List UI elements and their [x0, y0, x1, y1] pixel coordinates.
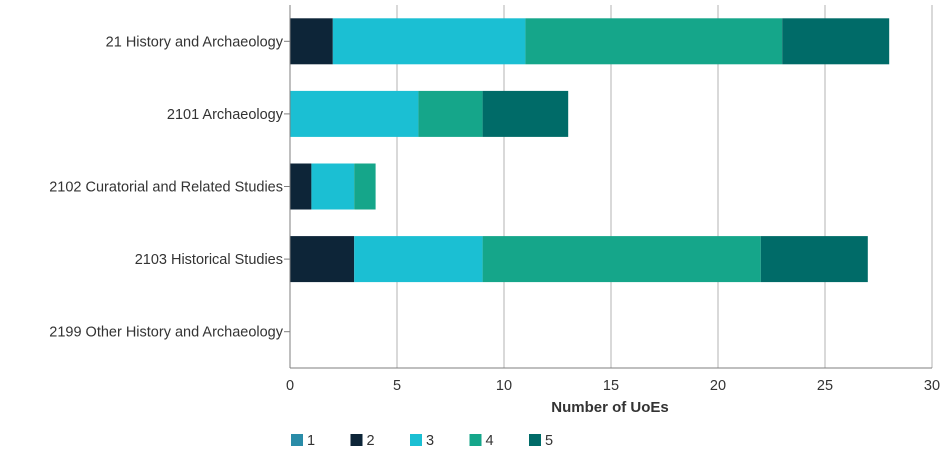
legend-swatch-1: [291, 434, 303, 446]
bar-segment-series-4: [418, 90, 483, 137]
bars: [290, 18, 890, 283]
x-tick-label: 15: [603, 378, 619, 394]
bar-segment-series-3: [332, 18, 526, 65]
x-tick-label: 25: [817, 378, 833, 394]
legend-label: 2: [367, 433, 375, 449]
legend-swatch-5: [529, 434, 541, 446]
bar-segment-series-3: [311, 163, 355, 210]
legend-swatch-3: [410, 434, 422, 446]
x-tick-label: 20: [710, 378, 726, 394]
axes: [284, 5, 932, 369]
legend: 1 2 3 4 5: [291, 433, 553, 449]
x-axis-title: Number of UoEs: [551, 399, 669, 416]
x-tick-label: 0: [286, 378, 294, 394]
category-label: 2199 Other History and Archaeology: [49, 325, 283, 341]
legend-label: 4: [486, 433, 494, 449]
tick-labels: 0 5 10 15 20 25 30: [286, 378, 940, 394]
grid-lines: [396, 5, 933, 368]
bar-segment-series-3: [354, 236, 483, 283]
bar-segment-series-5: [760, 236, 868, 283]
bar-segment-series-2: [290, 163, 312, 210]
legend-label: 3: [426, 433, 434, 449]
x-tick-label: 5: [393, 378, 401, 394]
legend-swatch-2: [350, 434, 363, 446]
bar-segment-series-4: [354, 163, 376, 210]
category-label: 21 History and Archaeology: [106, 34, 284, 50]
category-label: 2102 Curatorial and Related Studies: [49, 180, 283, 196]
bar-segment-series-4: [482, 236, 761, 283]
legend-label: 1: [307, 433, 315, 449]
bar-segment-series-3: [290, 90, 419, 137]
x-tick-label: 10: [496, 378, 512, 394]
bar-segment-series-2: [290, 18, 333, 65]
category-label: 2101 Archaeology: [167, 107, 284, 123]
category-labels: 21 History and Archaeology 2101 Archaeolo…: [49, 34, 284, 340]
bar-segment-series-2: [290, 236, 355, 283]
bar-segment-series-5: [482, 90, 569, 137]
bar-segment-series-5: [782, 18, 890, 65]
category-label: 2103 Historical Studies: [135, 252, 283, 268]
bar-segment-series-4: [525, 18, 783, 65]
legend-label: 5: [545, 433, 553, 449]
legend-swatch-4: [469, 434, 482, 446]
x-tick-label: 30: [924, 378, 940, 394]
